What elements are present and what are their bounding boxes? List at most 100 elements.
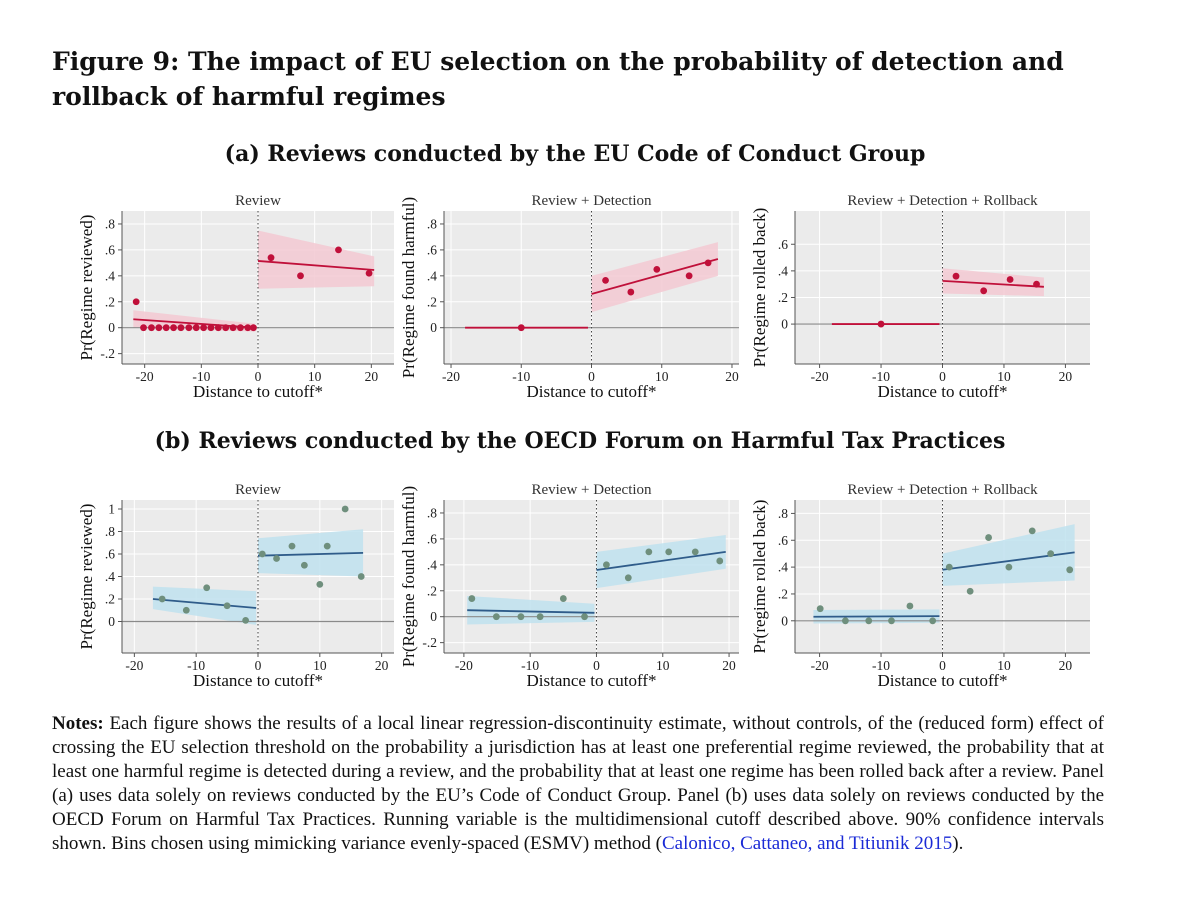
chart-title: Review + Detection + Rollback <box>847 482 1038 498</box>
x-tick-label: 0 <box>939 369 946 384</box>
y-tick-label: 0 <box>108 614 115 629</box>
data-point <box>200 324 208 332</box>
x-tick-label: -10 <box>521 658 539 673</box>
confidence-band <box>152 586 257 625</box>
x-tick-label: 20 <box>725 369 739 384</box>
y-tick-label: 0 <box>430 609 437 624</box>
chart-title: Review <box>235 193 281 209</box>
data-point <box>865 617 873 625</box>
data-point <box>536 613 544 621</box>
data-point <box>177 324 185 332</box>
y-tick-label: .4 <box>105 569 115 584</box>
x-tick-label: 20 <box>1059 369 1073 384</box>
data-point <box>222 324 230 332</box>
figure-notes: Notes: Each figure shows the results of … <box>52 712 1104 856</box>
y-tick-label: .4 <box>427 268 437 283</box>
y-tick-label: .8 <box>427 216 437 231</box>
citation-link[interactable]: Calonico, Cattaneo, and Titiunik 2015 <box>662 833 953 854</box>
data-point <box>691 548 699 556</box>
fit-line <box>467 609 595 614</box>
y-axis-label: Pr(Regime rolled back) <box>750 208 769 368</box>
y-tick-label: 0 <box>108 320 115 335</box>
data-point <box>929 617 937 625</box>
y-tick-label: 1 <box>108 502 115 517</box>
data-point <box>140 324 147 332</box>
data-point <box>203 584 211 592</box>
y-tick-label: .4 <box>105 268 115 283</box>
notes-end: ). <box>952 833 964 854</box>
y-axis-label: Pr(Regime reviewed) <box>77 215 96 361</box>
x-tick-label: 0 <box>593 658 600 673</box>
x-tick-label: 0 <box>939 658 946 673</box>
data-point <box>645 548 653 556</box>
fit-line <box>596 550 726 571</box>
x-tick-label: -20 <box>125 658 143 673</box>
data-point <box>877 320 885 328</box>
confidence-band <box>942 268 1044 297</box>
data-point <box>357 573 365 580</box>
chart-b-1: Review 0 .2 .4 .6 .8 1 -20 -10 0 10 20 Distance to c… <box>77 478 394 690</box>
x-axis-label: Distance to cutoff* <box>878 382 1008 401</box>
confidence-band <box>258 230 375 289</box>
fit-line <box>591 258 719 295</box>
data-point <box>685 272 693 280</box>
x-tick-label: 20 <box>1059 658 1073 673</box>
data-point <box>492 613 500 621</box>
data-point <box>1006 276 1014 283</box>
y-tick-label: .6 <box>427 242 437 257</box>
x-tick-label: 10 <box>313 658 327 673</box>
y-tick-label: .2 <box>427 294 437 309</box>
chart-b-3: Review + Detection + Rollback 0 .2 .4 .6 .8 -2… <box>750 478 1090 690</box>
fit-line <box>257 260 375 271</box>
data-point <box>148 324 155 332</box>
data-point <box>980 287 988 295</box>
y-tick-label: .2 <box>105 592 115 607</box>
y-tick-label: .6 <box>105 547 115 562</box>
data-point <box>888 617 895 625</box>
x-tick-label: 10 <box>656 658 670 673</box>
fit-line <box>152 598 257 609</box>
data-point <box>517 324 525 332</box>
y-tick-label: .2 <box>427 583 437 598</box>
data-point <box>300 561 308 569</box>
chart-title: Review + Detection + Rollback <box>847 193 1038 209</box>
data-point <box>945 563 953 571</box>
x-tick-label: -10 <box>512 369 530 384</box>
chart-header <box>795 478 1090 500</box>
chart-a-3: Review + Detection + Rollback 0 .2 .4 .6 -20 -… <box>750 189 1090 401</box>
chart-title: Review + Detection <box>531 482 652 498</box>
x-tick-label: -20 <box>455 658 473 673</box>
x-axis-label: Distance to cutoff* <box>878 671 1008 690</box>
chart-a-2: Review + Detection 0 .2 .4 .6 .8 -20 -10 0 10 20 Di… <box>399 189 739 401</box>
data-point <box>1047 550 1055 558</box>
data-point <box>244 324 252 332</box>
figure-title: Figure 9: The impact of EU selection on … <box>52 47 1064 111</box>
data-point <box>1066 566 1074 574</box>
data-point <box>158 595 166 603</box>
data-point <box>966 587 974 595</box>
data-point <box>250 324 257 332</box>
data-point <box>906 602 914 610</box>
x-tick-label: 10 <box>997 658 1011 673</box>
x-tick-label: 0 <box>255 369 262 384</box>
chart-header <box>444 189 739 211</box>
y-axis-label: Pr(Regime found harmful) <box>399 486 418 667</box>
panel-a-title: (a) Reviews conducted by the EU Code of … <box>224 141 926 167</box>
x-tick-label: -10 <box>872 369 890 384</box>
data-point <box>716 557 724 565</box>
x-tick-label: -10 <box>872 658 890 673</box>
data-point <box>603 561 610 569</box>
x-tick-label: -20 <box>811 369 829 384</box>
y-tick-label: .6 <box>105 242 115 257</box>
chart-header <box>444 478 739 500</box>
plot-area <box>444 500 739 653</box>
chart-title: Review <box>235 482 281 498</box>
y-axis-label: Pr(regime rolled back) <box>750 500 769 654</box>
y-tick-label: .8 <box>105 216 115 231</box>
panel-b-title: (b) Reviews conducted by the OECD Forum … <box>154 428 1006 454</box>
data-point <box>665 548 673 556</box>
y-tick-label: .6 <box>778 533 788 548</box>
data-point <box>985 534 992 541</box>
data-point <box>242 616 250 624</box>
y-tick-label: .6 <box>778 237 788 252</box>
